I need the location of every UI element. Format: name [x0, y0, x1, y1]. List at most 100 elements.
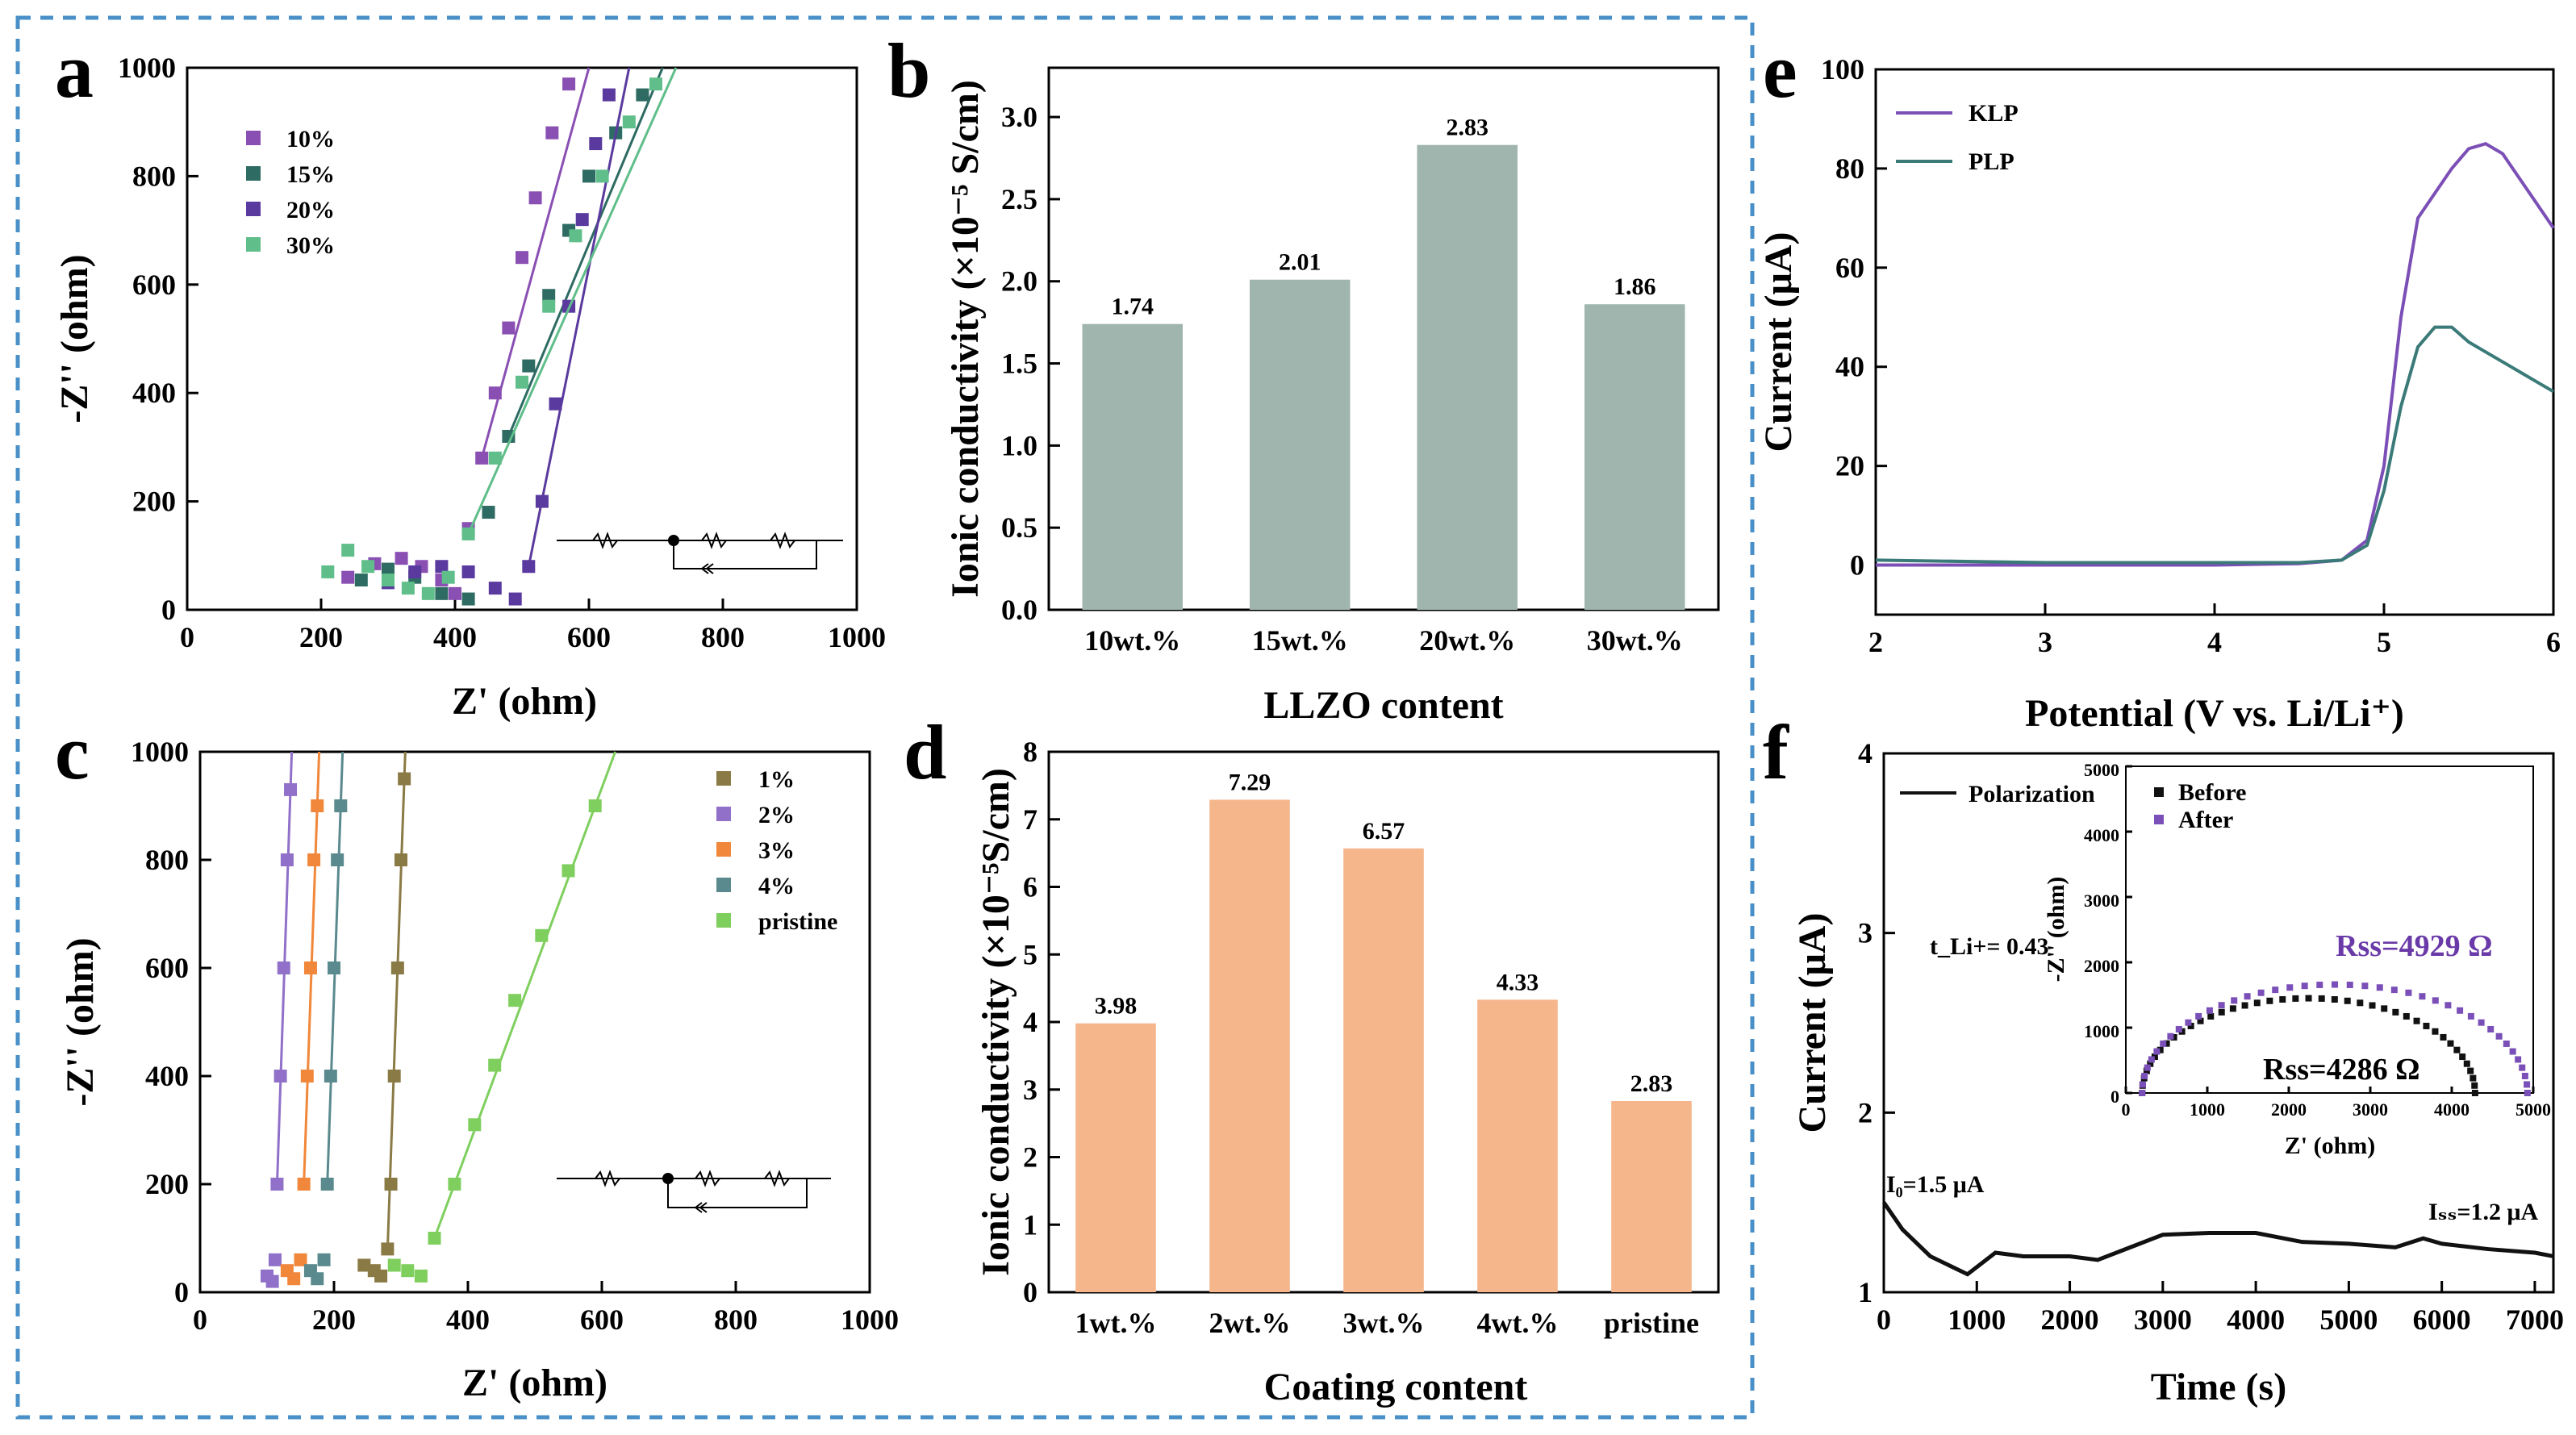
inset-point	[2301, 982, 2308, 990]
y-tick-label: 800	[132, 160, 176, 192]
y-tick-label: 0	[1023, 1276, 1037, 1308]
y-tick-label: 200	[145, 1168, 189, 1200]
legend-label: 2%	[758, 802, 795, 828]
rss-after-label: Rss=4929 Ω	[2336, 929, 2493, 963]
x-tick-label: 5000	[2515, 1099, 2551, 1120]
scatter-point	[569, 229, 582, 243]
inset-xlabel: Z' (ohm)	[2285, 1133, 2376, 1159]
x-tick-label: 4000	[2227, 1304, 2285, 1336]
inset-point	[2229, 1005, 2236, 1012]
scatter-point	[341, 544, 355, 557]
panel-b: b 0.0 0.5 1.0 1.5 2.0 2.5 3.0 10wt.% 1.74 15wt.%…	[887, 27, 1720, 727]
bar-value-label: 7.29	[1229, 769, 1271, 795]
inset-point	[2467, 1012, 2474, 1020]
panel-label-d: d	[904, 709, 946, 795]
inset-point	[2381, 1005, 2388, 1012]
panel-c: c 0 200 400 600 800 1000 0 200 400 600 800 1000 Z' …	[55, 709, 899, 1404]
legend-label: 15%	[286, 161, 335, 188]
scatter-point	[441, 570, 455, 584]
scatter-point	[287, 1272, 301, 1286]
y-tick-label: 1.0	[1001, 429, 1037, 461]
x-tick-label: 5000	[2319, 1304, 2378, 1336]
scatter-point	[401, 582, 415, 595]
marks-e	[1875, 142, 2555, 567]
scatter-point	[545, 126, 559, 140]
scatter-point	[317, 1253, 331, 1266]
inset-marks	[2139, 981, 2531, 1096]
y-tick-label: 0	[2110, 1087, 2119, 1107]
inset-point	[2503, 1040, 2510, 1047]
scatter-point	[374, 1269, 388, 1283]
y-tick-label: 4	[1858, 737, 1873, 770]
inset-f: 0 1000 2000 3000 4000 5000 0 1000 2000 3000 4000 50…	[2043, 760, 2551, 1159]
marks-d: 1wt.% 3.98 2wt.% 7.29 3wt.% 6.57 4wt.% 4.33 pris…	[1075, 769, 1700, 1339]
bar	[1584, 304, 1685, 610]
y-tick-label: 80	[1835, 152, 1864, 185]
ticks-f: 0 1000 2000 3000 4000 5000 6000 7000 1 2 3 4	[1858, 737, 2564, 1336]
x-tick-label: 10wt.%	[1084, 624, 1180, 657]
inset-point	[2432, 997, 2439, 1004]
ticks-c: 0 200 400 600 800 1000 0 200 400 600 800 1000	[131, 736, 899, 1336]
inset-point	[2151, 1053, 2158, 1061]
x-tick-label: 200	[299, 621, 343, 653]
y-tick-label: 2.0	[1001, 265, 1037, 298]
inset-point	[2185, 1019, 2192, 1026]
x-tick-label: 3	[2038, 626, 2052, 658]
inset-point	[2139, 1081, 2146, 1088]
y-tick-label: 600	[132, 269, 176, 301]
i0-label: I₀=1.5 μA	[1886, 1171, 1985, 1198]
inset-point	[2495, 1032, 2503, 1040]
x-tick-label: 0	[180, 621, 194, 653]
panel-label-a: a	[55, 27, 94, 114]
inset-point	[2153, 1048, 2161, 1055]
inset-point	[2403, 1012, 2410, 1020]
tli-label: t_Li+= 0.43	[1930, 933, 2049, 960]
legend-marker	[716, 842, 731, 857]
marks-a	[321, 67, 678, 606]
scatter-point	[382, 562, 395, 576]
axes-f	[1882, 752, 2555, 1294]
xlabel-f: Time (s)	[2151, 1366, 2286, 1408]
y-tick-label: 1000	[118, 52, 176, 84]
dashed-frame	[15, 15, 1755, 1420]
inset-point	[2195, 1012, 2202, 1020]
scatter-point	[307, 853, 321, 866]
y-tick-label: 4	[1023, 1006, 1037, 1038]
x-tick-label: 600	[567, 621, 611, 653]
y-tick-label: 2000	[2084, 956, 2119, 976]
inset-point	[2244, 993, 2251, 1000]
bar	[1209, 799, 1290, 1292]
y-tick-label: 6	[1023, 871, 1037, 903]
x-tick-label: 20wt.%	[1419, 624, 1515, 657]
y-tick-label: 100	[1821, 53, 1864, 86]
x-tick-label: 2000	[2041, 1304, 2099, 1336]
inset-point	[2187, 1022, 2194, 1029]
scatter-point	[636, 88, 649, 102]
scatter-point	[522, 359, 536, 373]
scatter-point	[414, 1269, 428, 1283]
inset-point	[2357, 999, 2364, 1007]
iss-label: Iₛₛ=1.2 μA	[2428, 1199, 2538, 1225]
y-tick-label: 600	[145, 952, 189, 984]
legend-label: 1%	[758, 766, 795, 793]
inset-point	[2175, 1025, 2182, 1032]
x-tick-label: 1wt.%	[1075, 1307, 1157, 1339]
x-tick-label: 1000	[2190, 1099, 2225, 1120]
xlabel-d: Coating content	[1264, 1366, 1528, 1408]
inset-point	[2147, 1060, 2154, 1067]
inset-point	[2361, 982, 2369, 990]
legend-label: PLP	[1969, 148, 2014, 175]
x-tick-label: 1000	[828, 621, 886, 653]
scatter-point	[508, 592, 522, 606]
scatter-point	[502, 321, 516, 335]
inset-point	[2432, 1028, 2439, 1035]
inset-point	[2521, 1072, 2528, 1079]
scatter-point	[265, 1274, 279, 1288]
inset-legend-marker	[2154, 787, 2164, 797]
inset-point	[2163, 1040, 2170, 1047]
inset-point	[2266, 997, 2273, 1004]
panel-a: a 0 200 400 600 800 1000 0 200 400 600 800 1000 Z' …	[53, 27, 886, 723]
panel-label-b: b	[887, 27, 930, 114]
y-tick-label: 0.0	[1001, 594, 1037, 626]
inset-point	[2453, 1046, 2461, 1053]
